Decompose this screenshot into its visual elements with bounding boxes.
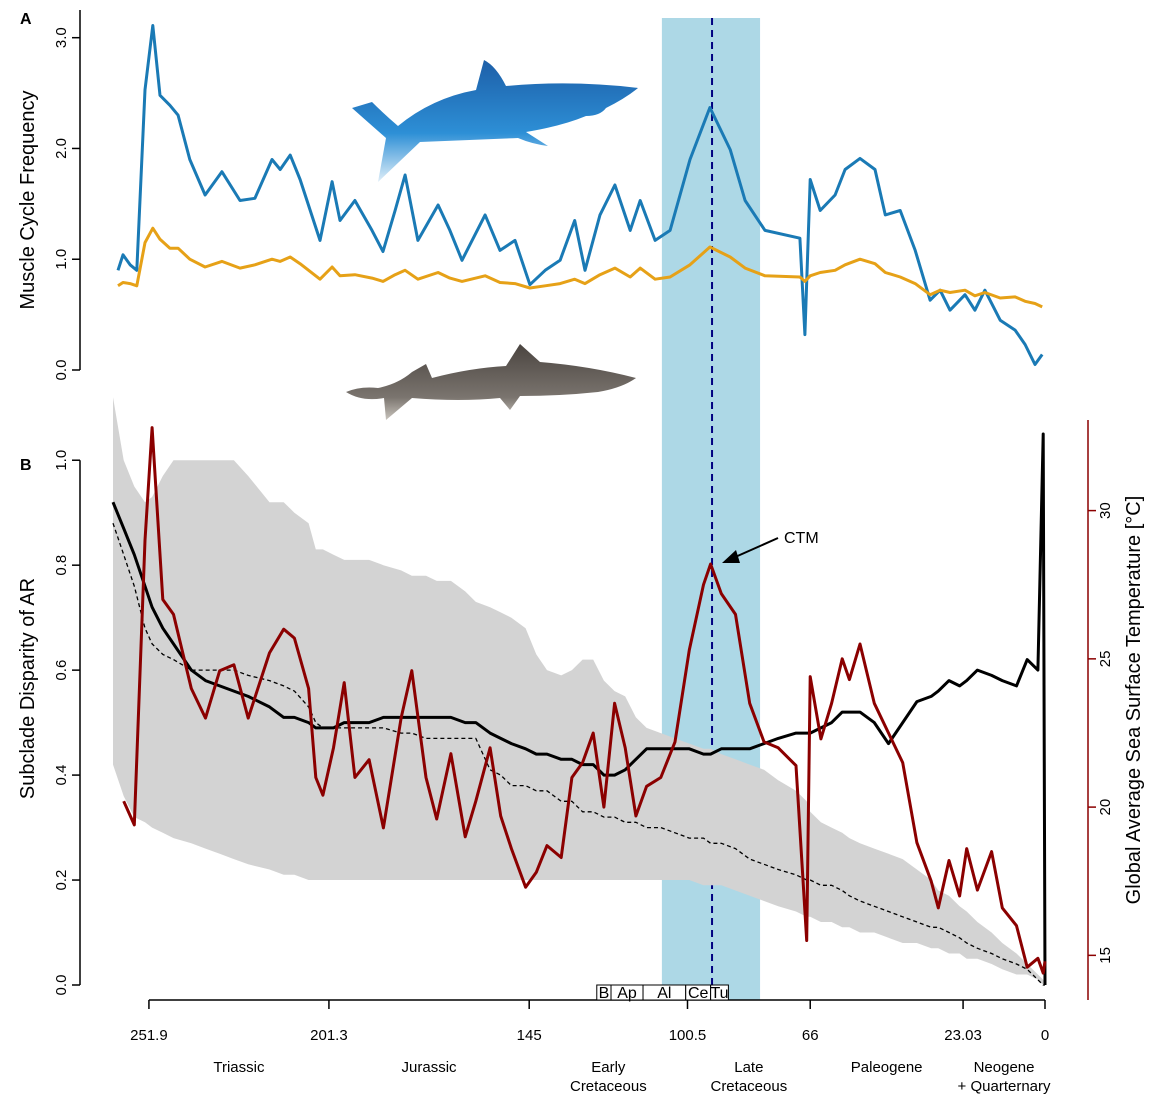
stage-label: Tu	[710, 985, 728, 1002]
period-label-line: Late	[734, 1059, 763, 1076]
y-tick-label: 0.4	[53, 765, 70, 786]
period-label: Paleogene	[851, 1059, 923, 1076]
stage-label: Al	[657, 985, 671, 1002]
y-tick-label: 1.0	[53, 450, 70, 471]
x-tick-label: 145	[517, 1027, 542, 1044]
y-tick-label: 0.2	[53, 870, 70, 891]
period-label-line: Neogene	[974, 1059, 1035, 1076]
annotation-arrow	[732, 537, 779, 559]
annotation-arrowhead	[722, 550, 740, 563]
annotation-label: CTM	[784, 530, 819, 547]
period-label: Neogene + Quarternary	[958, 1059, 1051, 1095]
x-tick-label: 0	[1041, 1027, 1049, 1044]
y2-axis-label: Global Average Sea Surface Temperature […	[1123, 496, 1145, 905]
foreground-layer: A B 0.0 1.0 2.0 3.0 Muscle Cycle Frequency 0.0 0…	[17, 10, 1145, 1095]
y-tick-label: 0.6	[53, 660, 70, 681]
period-label: Late Cretaceous	[710, 1059, 787, 1095]
period-label-line: Paleogene	[851, 1059, 923, 1076]
shark-shape	[352, 60, 638, 182]
y2-tick-label: 30	[1097, 502, 1114, 519]
data-line	[112, 522, 1045, 986]
y-axis-label: Muscle Cycle Frequency	[17, 91, 39, 310]
stage-label: Ap	[617, 985, 637, 1002]
period-label-line: Cretaceous	[710, 1078, 787, 1095]
leopard-shark-image	[346, 344, 636, 420]
panel-label: B	[20, 457, 32, 474]
period-label: Jurassic	[402, 1059, 458, 1076]
period-label-line: Early	[591, 1059, 626, 1076]
period-label: Triassic	[213, 1059, 265, 1076]
y-tick-label: 0.0	[53, 975, 70, 996]
panel-label: A	[20, 11, 32, 28]
stage-label: B	[599, 985, 610, 1002]
shark-shape	[346, 344, 636, 420]
x-tick-label: 201.3	[310, 1027, 348, 1044]
data-line	[116, 24, 1044, 366]
data-line	[122, 426, 1047, 975]
stage-box	[710, 984, 729, 1001]
x-tick-label: 100.5	[669, 1027, 707, 1044]
y-tick-label: 2.0	[53, 138, 70, 159]
data-line	[117, 226, 1043, 309]
period-label-line: Cretaceous	[570, 1078, 647, 1095]
y2-tick-label: 20	[1097, 799, 1114, 816]
y-tick-label: 0.0	[53, 360, 70, 381]
stage-label: Ce	[688, 985, 709, 1002]
confidence-band	[113, 397, 1045, 985]
background-layer	[113, 18, 1045, 1000]
x-tick-label: 23.03	[944, 1027, 982, 1044]
y-tick-label: 3.0	[53, 27, 70, 48]
y2-tick-label: 25	[1097, 651, 1114, 668]
period-label-line: Jurassic	[402, 1059, 458, 1076]
period-label-line: Triassic	[213, 1059, 265, 1076]
x-tick-label: 66	[802, 1027, 819, 1044]
y-tick-label: 0.8	[53, 555, 70, 576]
period-label: Early Cretaceous	[570, 1059, 647, 1095]
x-tick-label: 251.9	[130, 1027, 168, 1044]
mako-shark-image	[352, 60, 638, 182]
period-label-line: + Quarternary	[958, 1078, 1051, 1095]
y-axis-label: Subclade Disparity of AR	[17, 578, 39, 799]
y2-tick-label: 15	[1097, 947, 1114, 964]
y-tick-label: 1.0	[53, 249, 70, 270]
